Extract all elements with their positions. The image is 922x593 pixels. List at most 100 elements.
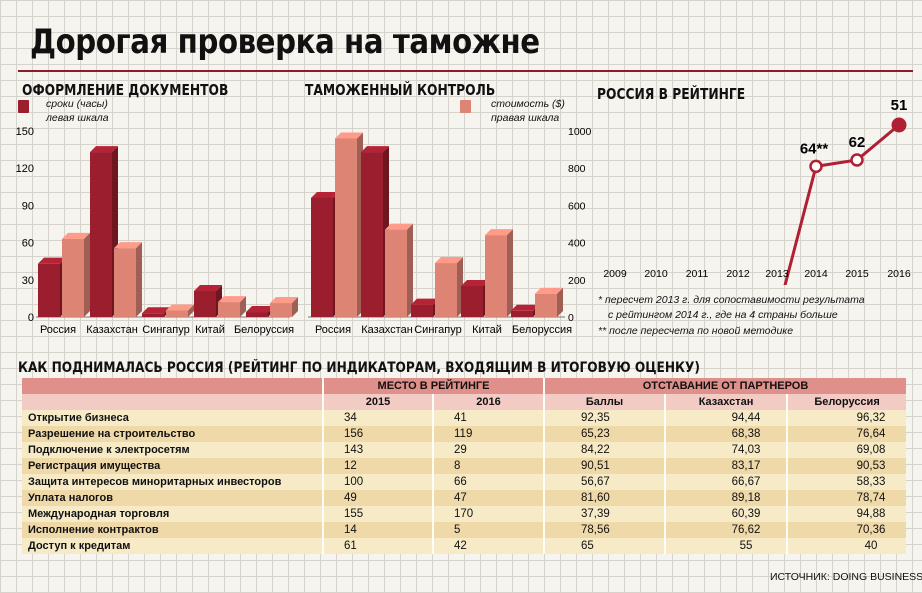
table-cell: 58,33 [786, 474, 907, 490]
table-corner [22, 378, 323, 394]
right-axis-tick: 1000 [568, 126, 592, 138]
table-row: Открытие бизнеса 34 41 92,35 94,44 96,32 [22, 410, 907, 426]
table-cell: 34 [322, 410, 433, 426]
year-label: 2012 [726, 268, 750, 280]
bar [270, 303, 292, 317]
source-note: ИСТОЧНИК: DOING BUSINESS [770, 571, 922, 583]
bar [385, 229, 407, 317]
indicators-table: МЕСТО В РЕЙТИНГЕ ОТСТАВАНИЕ ОТ ПАРТНЕРОВ… [22, 378, 907, 554]
table-cell: 90,53 [786, 458, 907, 474]
bar-side [84, 232, 90, 317]
table-cell: 40 [786, 538, 907, 554]
category-label: Белоруссия [512, 324, 572, 336]
indicator-name: Регистрация имущества [22, 458, 323, 474]
table-cell: 14 [322, 522, 433, 538]
rating-point [809, 159, 823, 174]
bar-top [485, 229, 513, 236]
table-cell: 94,88 [786, 506, 907, 522]
legend-swatch-cost [460, 100, 471, 113]
table-row: Защита интересов миноритарных инвесторов… [22, 474, 907, 490]
category-label: Китай [195, 324, 225, 336]
bar-top [270, 297, 298, 304]
table-row: Подключение к электросетям 143 29 84,22 74,0… [22, 442, 907, 458]
indicator-name: Международная торговля [22, 506, 323, 522]
table-cell: 76,64 [786, 426, 907, 442]
bar [62, 238, 84, 317]
footnote-1-cont: с рейтингом 2014 г., где на 4 страны бол… [608, 309, 838, 321]
table-cell: 100 [322, 474, 433, 490]
table-cell: 69,08 [786, 442, 907, 458]
bar [411, 304, 433, 317]
indicator-name: Открытие бизнеса [22, 410, 323, 426]
column-header-2015: 2015 [322, 394, 433, 410]
bar [311, 197, 333, 317]
category-label: Сингапур [142, 324, 190, 336]
footnote-1: * пересчет 2013 г. для сопоставимости ре… [598, 294, 865, 306]
category-label: Казахстан [361, 324, 413, 336]
left-axis-tick: 0 [28, 312, 34, 324]
table-cell: 37,39 [543, 506, 666, 522]
category-label: Белоруссия [234, 324, 294, 336]
table-cell: 61 [322, 538, 433, 554]
table-cell: 94,44 [664, 410, 788, 426]
category-label: Казахстан [86, 324, 138, 336]
bar-top [142, 307, 170, 314]
table-row: Исполнение контрактов 14 5 78,56 76,62 70,36 [22, 522, 907, 538]
table-row: Международная торговля 155 170 37,39 60,39 94… [22, 506, 907, 522]
rating-point [850, 153, 864, 167]
bar [166, 310, 188, 317]
table-cell: 170 [431, 506, 545, 522]
table-row: Разрешение на строительство 156 119 65,23 68… [22, 426, 907, 442]
bar-top [435, 257, 463, 264]
table-row: Доступ к кредитам 61 42 65 55 40 [22, 538, 907, 554]
rating-label: 51 [891, 97, 908, 114]
table-column-header: 2015 2016 Баллы Казахстан Белоруссия [22, 394, 907, 410]
group-header-gap: ОТСТАВАНИЕ ОТ ПАРТНЕРОВ [543, 378, 907, 394]
year-label: 2013 [765, 268, 789, 280]
table-cell: 55 [664, 538, 788, 554]
indicator-name: Разрешение на строительство [22, 426, 323, 442]
category-label: Россия [40, 324, 76, 336]
table-cell: 143 [322, 442, 433, 458]
category-label: Россия [315, 324, 351, 336]
bar-top [535, 287, 563, 294]
indicator-name: Подключение к электросетям [22, 442, 323, 458]
table-cell: 70,36 [786, 522, 907, 538]
year-label: 2014 [804, 268, 828, 280]
bar-top [385, 223, 413, 230]
left-axis-tick: 120 [16, 163, 34, 175]
right-axis-tick: 400 [568, 238, 586, 250]
bar [218, 302, 240, 317]
table-cell: 92,35 [543, 410, 666, 426]
table-cell: 41 [431, 410, 545, 426]
rating-line-chart: 1202009120201012320111202012111*201364**… [603, 97, 911, 285]
table-cell: 156 [322, 426, 433, 442]
bar-side [557, 287, 563, 317]
bar [485, 235, 507, 317]
bar-side [407, 223, 413, 317]
column-header-kazakhstan: Казахстан [664, 394, 788, 410]
left-axis-tick: 90 [22, 200, 34, 212]
footnote-2: ** после пересчета по новой методике [598, 325, 794, 337]
table-cell: 96,32 [786, 410, 907, 426]
table-cell: 60,39 [664, 506, 788, 522]
bar-top [411, 298, 439, 305]
table-cell: 65,23 [543, 426, 666, 442]
bar-top [511, 304, 539, 311]
table-cell: 83,17 [664, 458, 788, 474]
table-cell: 74,03 [664, 442, 788, 458]
table-cell: 65 [543, 538, 666, 554]
table-cell: 42 [431, 538, 545, 554]
left-axis-tick: 30 [22, 275, 34, 287]
bar [142, 313, 164, 317]
bar-top [461, 280, 489, 286]
bar-charts: 0 30 60 90 120 150 0 200 400 600 800 1000 Россия Каза… [16, 126, 592, 336]
table-cell: 119 [431, 426, 545, 442]
table-cell: 78,56 [543, 522, 666, 538]
table-cell: 81,60 [543, 490, 666, 506]
table-cell: 78,74 [786, 490, 907, 506]
right-axis-tick: 600 [568, 200, 586, 212]
bar [535, 293, 557, 317]
bar [335, 138, 357, 317]
bar-top [194, 284, 222, 291]
